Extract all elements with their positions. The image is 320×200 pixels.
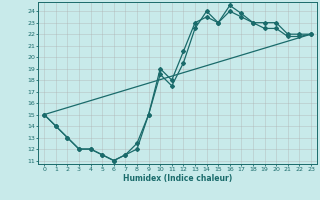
X-axis label: Humidex (Indice chaleur): Humidex (Indice chaleur) [123, 174, 232, 183]
